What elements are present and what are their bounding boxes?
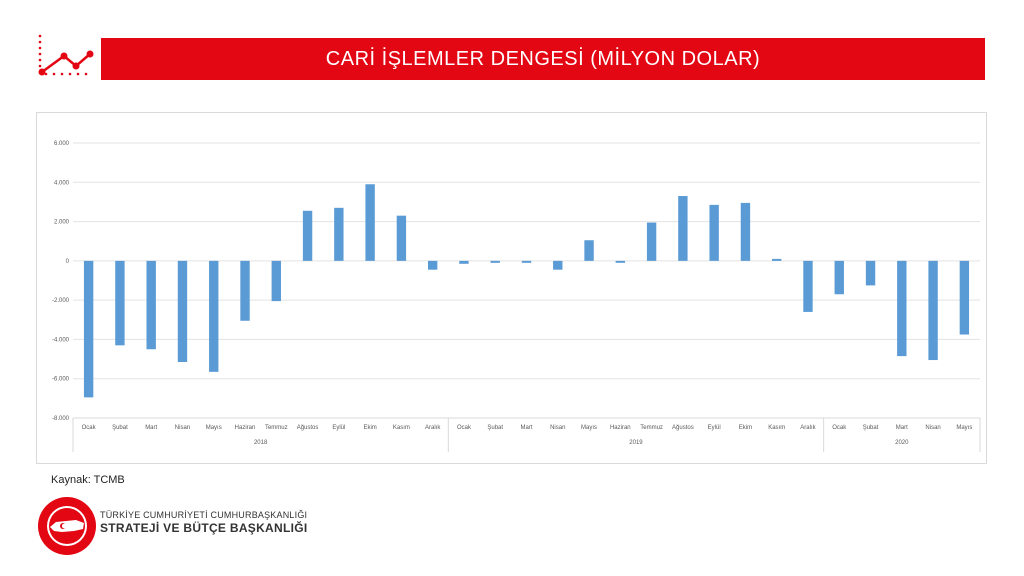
x-tick-label: Ocak [457,425,472,431]
bar [959,260,970,335]
x-tick-label: Ekim [363,425,376,431]
bar [865,260,876,286]
bar [803,260,813,312]
x-tick-label: Haziran [610,425,631,431]
bar [740,202,751,261]
bar [209,260,219,372]
y-tick-label: 4.000 [54,180,70,186]
x-tick-label: Ağustos [297,425,319,431]
y-tick-label: -6.000 [52,377,70,383]
bar [240,260,250,321]
x-tick-label: Temmuz [265,425,288,431]
x-tick-label: Aralık [800,425,816,431]
x-tick-label: Mart [521,425,533,431]
x-tick-label: Nisan [925,425,940,431]
x-tick-label: Ocak [82,425,97,431]
bar [834,260,844,295]
bar [553,260,563,270]
trend-line-icon [34,32,96,80]
x-tick-label: Kasım [768,425,785,431]
bar [646,222,657,261]
bar [427,260,438,270]
org-name-line2: STRATEJİ VE BÜTÇE BAŞKANLIĞI [100,521,308,535]
group-label: 2018 [254,440,268,446]
bar [490,260,500,263]
x-tick-label: Mayıs [581,425,597,431]
x-tick-label: Mayıs [956,425,972,431]
bar [177,260,188,363]
org-name-line1: TÜRKİYE CUMHURİYETİ CUMHURBAŞKANLIĞI [100,510,308,520]
bar [146,260,156,350]
x-tick-label: Eylül [332,425,345,431]
bar [334,207,344,261]
bar [709,204,719,261]
bar [615,260,626,263]
bar [302,210,313,261]
bar [772,258,782,261]
x-tick-label: Ekim [739,425,752,431]
bar [521,260,532,263]
y-tick-label: -8.000 [52,416,70,422]
x-tick-label: Şubat [487,425,503,431]
y-tick-label: -4.000 [52,337,70,343]
bar [115,260,125,346]
x-tick-label: Temmuz [640,425,663,431]
y-tick-label: -2.000 [52,298,70,304]
x-tick-label: Nisan [550,425,565,431]
y-tick-label: 2.000 [54,220,70,226]
x-tick-label: Kasım [393,425,410,431]
bar [584,240,594,261]
bar [678,196,688,261]
bar [928,260,938,361]
x-tick-label: Aralık [425,425,441,431]
x-tick-label: Şubat [112,425,128,431]
page-title: CARİ İŞLEMLER DENGESİ (MİLYON DOLAR) [325,47,761,70]
bar [83,260,94,398]
y-tick-label: 0 [66,259,70,265]
bar [365,184,375,261]
x-tick-label: Ocak [832,425,847,431]
x-tick-label: Mayıs [206,425,222,431]
x-tick-label: Nisan [175,425,190,431]
group-label: 2020 [895,440,909,446]
seal-logo-icon [36,495,98,557]
x-tick-label: Haziran [235,425,256,431]
x-tick-label: Mart [896,425,908,431]
bar [396,215,407,261]
y-tick-label: 6.000 [54,141,70,147]
bar [897,260,907,357]
x-tick-label: Eylül [708,425,721,431]
bar [459,260,469,264]
x-tick-label: Şubat [863,425,879,431]
bar [271,260,281,302]
chart-frame: 6.000 4.000 2.000 0 -2.000 -4.000 -6.000 -8.000… [36,112,987,464]
x-tick-label: Ağustos [672,425,694,431]
group-label: 2019 [629,440,643,446]
source-note: Kaynak: TCMB [51,474,125,486]
x-tick-label: Mart [145,425,157,431]
bar-chart: 6.000 4.000 2.000 0 -2.000 -4.000 -6.000 -8.000… [52,141,981,452]
title-bar: CARİ İŞLEMLER DENGESİ (MİLYON DOLAR) [101,38,985,80]
